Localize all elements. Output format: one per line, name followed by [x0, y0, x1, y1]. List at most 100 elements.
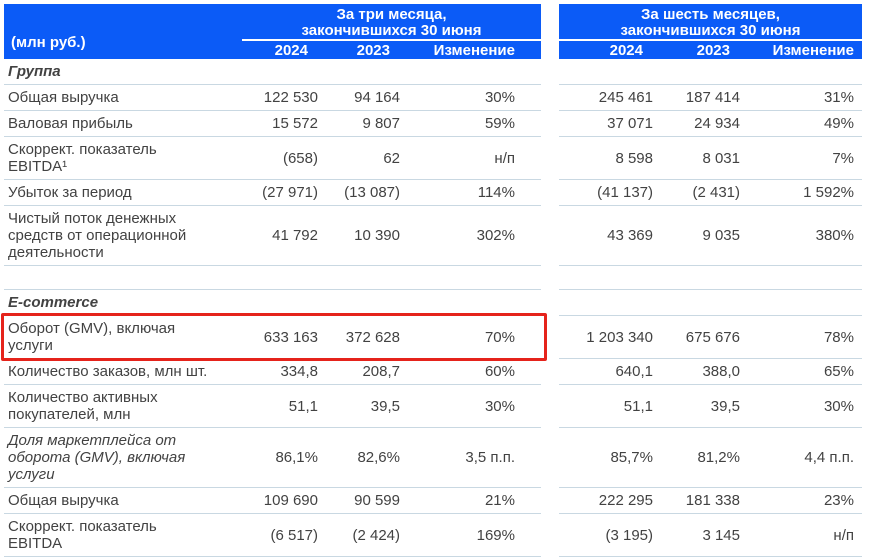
- value-2024-right: 245 461: [559, 85, 653, 111]
- table-row: Оборот (GMV), включая услуги 633 163 372 6…: [1, 313, 886, 361]
- value-2024-right: (3 195): [559, 514, 653, 557]
- unit-label: (млн руб.): [11, 34, 86, 51]
- column-header-2024: 2024: [274, 42, 308, 59]
- spacer-cell: [4, 266, 242, 290]
- value-2023-left: 62: [318, 137, 400, 180]
- period-title-six-months: За шесть месяцев, закончившихся 30 июня: [559, 4, 862, 41]
- value-change-right: 4,4 п.п.: [740, 428, 862, 488]
- spacer-cell: [740, 266, 862, 290]
- value-change-left: 59%: [400, 111, 541, 137]
- value-change-left: 30%: [400, 85, 541, 111]
- value-2023-right: 81,2%: [653, 428, 740, 488]
- period-title-line2: закончившихся 30 июня: [301, 22, 482, 39]
- column-header-2023: 2023: [696, 42, 730, 59]
- value-2024-left: [242, 290, 318, 316]
- value-2024-left: 15 572: [242, 111, 318, 137]
- section-name: Группа: [4, 59, 242, 85]
- value-change-left: [400, 290, 541, 316]
- table-row: Убыток за период (27 971) (13 087) 114% (41 …: [4, 180, 886, 206]
- value-2024-right: 222 295: [559, 488, 653, 514]
- value-2023-right: (2 431): [653, 180, 740, 206]
- value-2023-left: [318, 290, 400, 316]
- value-2024-left: 334,8: [242, 359, 318, 385]
- metric-label: Общая выручка: [4, 488, 242, 514]
- value-change-left: 114%: [400, 180, 541, 206]
- column-header-change: Изменение: [772, 42, 854, 59]
- year-columns-six-months: 2024 2023 Изменение: [559, 41, 862, 60]
- value-2023-left: 82,6%: [318, 428, 400, 488]
- value-2023-right: [653, 59, 740, 85]
- value-change-left: н/п: [400, 137, 541, 180]
- value-change-right: [740, 290, 862, 316]
- metric-label: Чистый поток денежных средств от операци…: [4, 206, 242, 266]
- value-change-left: 30%: [400, 385, 541, 428]
- value-change-right: 380%: [740, 206, 862, 266]
- value-change-left: [400, 59, 541, 85]
- value-change-left: 60%: [400, 359, 541, 385]
- value-2023-right: 181 338: [653, 488, 740, 514]
- period-title-line1: За три месяца,: [336, 6, 447, 23]
- year-columns-three-months: 2024 2023 Изменение: [242, 41, 541, 60]
- value-2023-right: 24 934: [653, 111, 740, 137]
- value-2023-right: 3 145: [653, 514, 740, 557]
- value-change-right: 30%: [740, 385, 862, 428]
- value-2024-left: (658): [242, 137, 318, 180]
- section-header-row: Группа: [4, 59, 886, 85]
- table-row: Валовая прибыль 15 572 9 807 59% 37 071 24 93…: [4, 111, 886, 137]
- value-2024-right: [559, 59, 653, 85]
- value-2023-right: 8 031: [653, 137, 740, 180]
- column-gap: [541, 316, 559, 359]
- value-2024-left: 41 792: [242, 206, 318, 266]
- value-2024-right: 43 369: [559, 206, 653, 266]
- value-2023-left: 94 164: [318, 85, 400, 111]
- spacer-cell: [653, 266, 740, 290]
- column-gap: [541, 180, 559, 206]
- value-2024-left: 86,1%: [242, 428, 318, 488]
- value-change-left: 21%: [400, 488, 541, 514]
- value-2024-right: 37 071: [559, 111, 653, 137]
- value-2023-left: 9 807: [318, 111, 400, 137]
- value-2023-left: 10 390: [318, 206, 400, 266]
- header-block-six-months: За шесть месяцев, закончившихся 30 июня …: [559, 4, 862, 59]
- value-change-right: 31%: [740, 85, 862, 111]
- value-2024-right: 8 598: [559, 137, 653, 180]
- value-change-right: [740, 59, 862, 85]
- metric-label: Оборот (GMV), включая услуги: [4, 316, 242, 359]
- period-group-six-months: За шесть месяцев, закончившихся 30 июня …: [559, 4, 862, 60]
- value-2024-right: 85,7%: [559, 428, 653, 488]
- column-gap: [541, 111, 559, 137]
- column-header-2023: 2023: [356, 42, 390, 59]
- value-change-right: 65%: [740, 359, 862, 385]
- value-2023-left: (13 087): [318, 180, 400, 206]
- column-gap: [541, 359, 559, 385]
- column-gap: [541, 137, 559, 180]
- table-header: (млн руб.) За три месяца, закончившихся …: [4, 4, 886, 59]
- value-change-right: 1 592%: [740, 180, 862, 206]
- value-2024-left: [242, 59, 318, 85]
- value-change-left: 169%: [400, 514, 541, 557]
- column-gap: [541, 266, 559, 290]
- value-change-left: 3,5 п.п.: [400, 428, 541, 488]
- table-row: Общая выручка 109 690 90 599 21% 222 295 181 …: [4, 488, 886, 514]
- table-row: Количество активных покупателей, млн 51,1…: [4, 385, 886, 428]
- table-row: Количество заказов, млн шт. 334,8 208,7 60%…: [4, 359, 886, 385]
- section-name: E-commerce: [4, 290, 242, 316]
- column-header-change: Изменение: [433, 42, 515, 59]
- table-row: Чистый поток денежных средств от операци…: [4, 206, 886, 266]
- header-gap: [541, 4, 559, 59]
- value-2023-left: 372 628: [318, 316, 400, 359]
- value-change-right: 23%: [740, 488, 862, 514]
- value-2024-left: 109 690: [242, 488, 318, 514]
- column-gap: [541, 290, 559, 316]
- metric-label: Количество активных покупателей, млн: [4, 385, 242, 428]
- section-spacer-row: [4, 266, 886, 290]
- metric-label: Убыток за период: [4, 180, 242, 206]
- value-change-right: н/п: [740, 514, 862, 557]
- column-gap: [541, 488, 559, 514]
- value-2023-right: 675 676: [653, 316, 740, 359]
- value-2024-left: 51,1: [242, 385, 318, 428]
- value-2023-right: 9 035: [653, 206, 740, 266]
- column-gap: [541, 206, 559, 266]
- value-2024-right: 1 203 340: [559, 316, 653, 359]
